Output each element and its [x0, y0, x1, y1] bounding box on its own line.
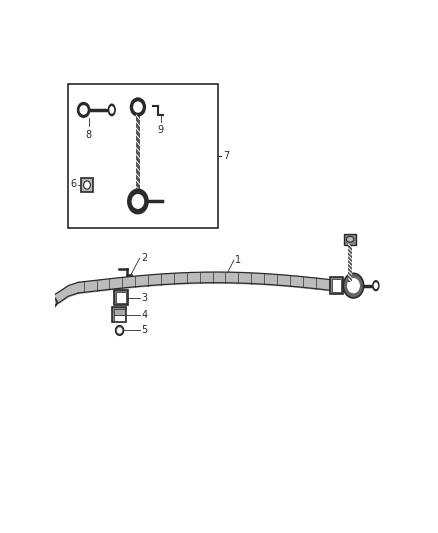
FancyBboxPatch shape [68, 84, 218, 228]
Text: 1: 1 [235, 255, 241, 265]
FancyBboxPatch shape [332, 279, 341, 292]
Text: 4: 4 [141, 310, 148, 320]
Ellipse shape [374, 283, 378, 288]
FancyBboxPatch shape [136, 116, 140, 190]
Circle shape [134, 102, 142, 112]
Circle shape [84, 181, 90, 189]
FancyBboxPatch shape [114, 316, 125, 321]
Text: 3: 3 [141, 293, 148, 303]
FancyBboxPatch shape [81, 179, 93, 191]
FancyBboxPatch shape [114, 290, 128, 305]
Circle shape [343, 273, 364, 298]
Ellipse shape [108, 104, 115, 116]
FancyBboxPatch shape [113, 308, 126, 322]
Circle shape [117, 328, 122, 333]
Text: 7: 7 [223, 151, 229, 161]
Circle shape [131, 98, 145, 116]
FancyBboxPatch shape [116, 292, 127, 303]
Circle shape [78, 102, 90, 117]
Circle shape [128, 189, 148, 214]
Text: 8: 8 [86, 130, 92, 140]
Circle shape [348, 279, 359, 293]
Text: 6: 6 [70, 179, 76, 189]
Circle shape [80, 106, 87, 114]
FancyBboxPatch shape [344, 234, 356, 245]
Text: 2: 2 [141, 253, 148, 263]
Text: 5: 5 [141, 326, 148, 335]
FancyBboxPatch shape [114, 309, 125, 314]
Ellipse shape [373, 281, 379, 290]
FancyBboxPatch shape [330, 278, 343, 294]
Ellipse shape [346, 237, 354, 242]
Circle shape [132, 195, 144, 208]
Circle shape [116, 326, 124, 335]
Ellipse shape [110, 107, 113, 113]
Text: 9: 9 [158, 125, 164, 135]
Ellipse shape [49, 299, 57, 306]
FancyBboxPatch shape [348, 245, 352, 281]
Ellipse shape [43, 297, 57, 308]
